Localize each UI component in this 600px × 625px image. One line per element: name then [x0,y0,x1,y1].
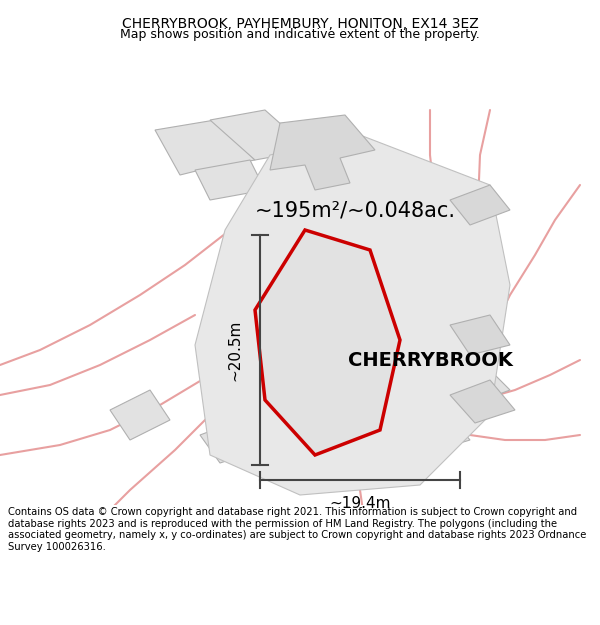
Polygon shape [110,390,170,440]
Polygon shape [410,240,475,280]
Polygon shape [200,420,260,463]
Polygon shape [450,315,510,355]
Polygon shape [195,135,510,495]
Polygon shape [450,380,515,423]
Polygon shape [390,410,470,455]
Polygon shape [210,110,310,160]
Text: ~20.5m: ~20.5m [227,319,242,381]
Polygon shape [255,230,400,455]
Polygon shape [195,160,265,200]
Text: Contains OS data © Crown copyright and database right 2021. This information is : Contains OS data © Crown copyright and d… [8,507,586,552]
Polygon shape [430,360,510,405]
Polygon shape [315,215,400,295]
Polygon shape [450,185,510,225]
Polygon shape [270,115,375,190]
Text: CHERRYBROOK, PAYHEMBURY, HONITON, EX14 3EZ: CHERRYBROOK, PAYHEMBURY, HONITON, EX14 3… [122,16,478,31]
Text: CHERRYBROOK: CHERRYBROOK [347,351,512,369]
Polygon shape [430,315,500,360]
Polygon shape [340,430,400,480]
Text: Map shows position and indicative extent of the property.: Map shows position and indicative extent… [120,28,480,41]
Polygon shape [300,180,375,225]
Text: ~19.4m: ~19.4m [329,496,391,511]
Polygon shape [155,120,255,175]
Text: ~195m²/~0.048ac.: ~195m²/~0.048ac. [255,200,456,220]
